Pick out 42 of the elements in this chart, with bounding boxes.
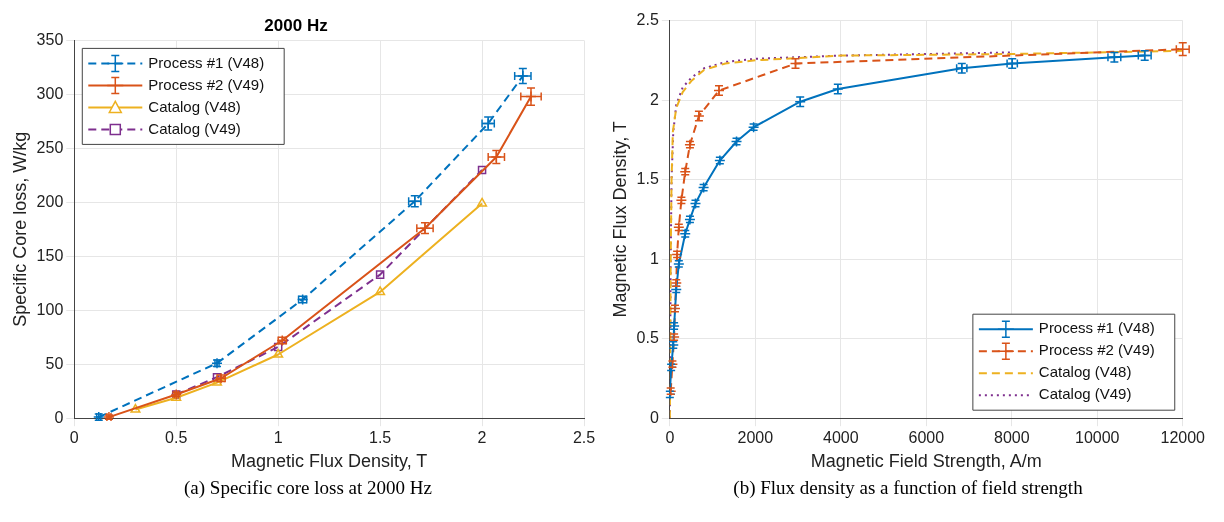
legend-label: Process #2 (V49) [1038, 341, 1155, 359]
chart-title: 2000 Hz [264, 15, 328, 35]
x-tick-label: 2 [477, 429, 487, 447]
x-tick-label: 0.5 [165, 429, 188, 447]
y-axis-title: Specific Core loss, W/kg [9, 131, 30, 327]
y-tick-label: 1.5 [636, 170, 659, 188]
legend-label: Catalog (V48) [1038, 363, 1132, 381]
x-axis-title: Magnetic Field Strength, A/m [810, 451, 1042, 472]
x-tick-label: 0 [69, 429, 79, 447]
y-tick-label: 150 [36, 246, 64, 264]
y-tick-label: 250 [36, 138, 64, 156]
legend-label: Process #1 (V48) [1038, 319, 1155, 337]
y-tick-label: 2 [649, 90, 659, 108]
y-tick-label: 200 [36, 192, 64, 210]
x-tick-label: 1 [273, 429, 283, 447]
y-axis-title: Magnetic Flux Density, T [609, 121, 630, 318]
y-tick-label: 100 [36, 300, 64, 318]
y-tick-label: 0.5 [636, 329, 659, 347]
x-axis-title: Magnetic Flux Density, T [230, 451, 428, 472]
legend-label: Process #1 (V48) [148, 53, 265, 71]
x-tick-label: 8000 [993, 429, 1030, 447]
y-tick-label: 300 [36, 84, 64, 102]
x-tick-label: 12000 [1160, 429, 1206, 447]
text: (b) Flux density as a function of field strength [732, 477, 1084, 499]
y-tick-label: 350 [36, 30, 64, 48]
x-tick-label: 6000 [908, 429, 945, 447]
legend-label: Catalog (V49) [148, 119, 241, 137]
y-tick-label: 1 [649, 249, 659, 267]
y-tick-label: 2.5 [636, 11, 659, 29]
legend-label: Catalog (V49) [1038, 385, 1132, 403]
y-tick-label: 50 [45, 354, 64, 372]
y-tick-label: 0 [649, 408, 659, 426]
x-tick-label: 4000 [823, 429, 859, 447]
x-tick-label: 10000 [1075, 429, 1120, 447]
legend-label: Process #2 (V49) [148, 75, 265, 93]
x-tick-label: 2000 [737, 429, 774, 447]
text: (a) Specific core loss at 2000 Hz [183, 477, 433, 499]
legend-label: Catalog (V48) [148, 97, 241, 115]
x-tick-label: 0 [665, 429, 675, 447]
x-tick-label: 1.5 [368, 429, 392, 447]
x-tick-label: 2.5 [572, 429, 596, 447]
y-tick-label: 0 [54, 408, 64, 426]
